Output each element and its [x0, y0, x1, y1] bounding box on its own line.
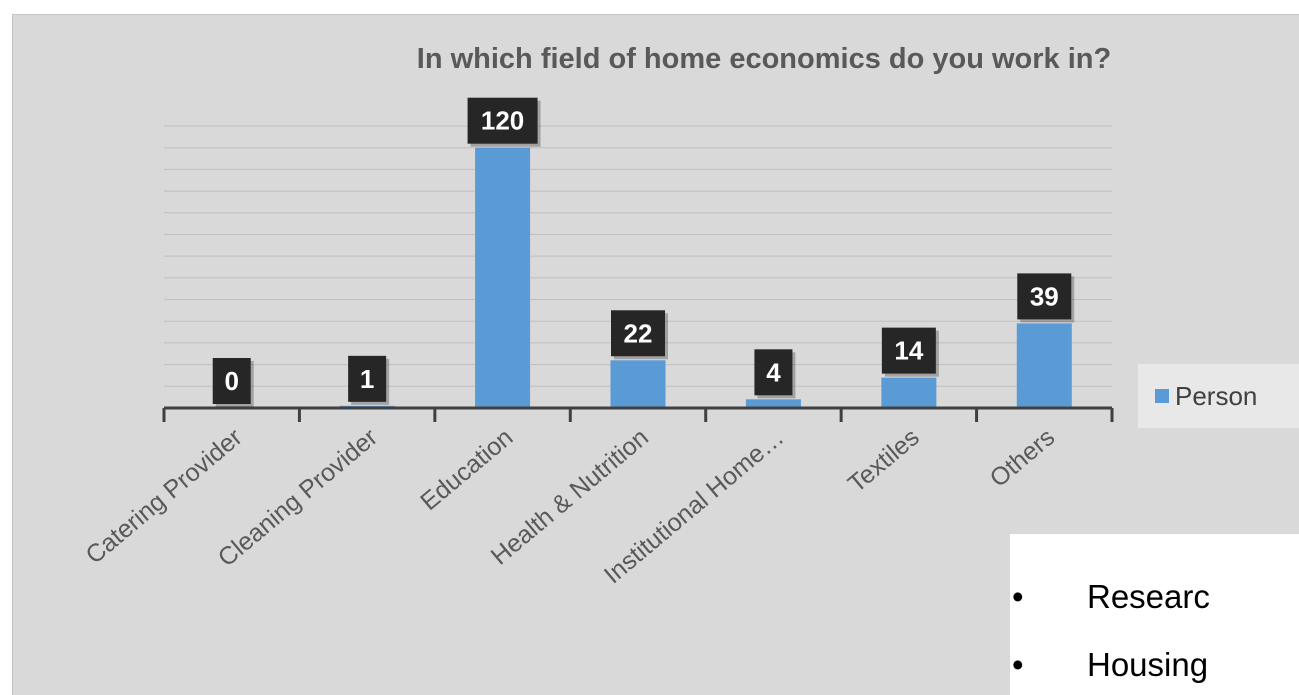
bar	[610, 360, 666, 408]
data-label-value: 120	[481, 106, 524, 136]
data-label: 4	[754, 349, 796, 399]
bar	[745, 399, 801, 408]
x-tick-label: Others	[985, 423, 1060, 493]
data-label-box	[467, 97, 538, 144]
data-label-box	[611, 310, 665, 357]
data-label-value: 22	[624, 318, 653, 348]
bar	[881, 377, 937, 408]
data-label-value: 1	[360, 364, 374, 394]
bars	[339, 147, 1072, 408]
x-tick-label: Education	[415, 423, 518, 516]
data-label-box	[754, 349, 793, 396]
data-label: 14	[881, 327, 939, 377]
chart-title: In which field of home economics do you …	[417, 43, 1111, 75]
data-label: 39	[1017, 273, 1075, 323]
x-axis	[162, 406, 1114, 422]
bar	[1016, 323, 1072, 408]
data-label: 22	[611, 310, 668, 360]
data-label: 120	[467, 97, 541, 147]
bullet-dot: •	[1012, 578, 1024, 615]
data-label-value: 4	[766, 357, 781, 387]
legend-swatch	[1155, 389, 1169, 403]
bullet-text: Housing	[1087, 646, 1209, 683]
data-label-box	[881, 327, 936, 374]
data-label-box	[1017, 273, 1072, 320]
data-label-value: 14	[894, 336, 923, 366]
data-label-box	[212, 358, 251, 404]
data-label: 1	[348, 355, 390, 405]
bullet-dot: •	[1012, 646, 1024, 683]
bullet-list: • Researc • Housing	[1010, 534, 1299, 695]
data-label: 0	[212, 358, 254, 407]
legend: Person	[1138, 364, 1299, 428]
data-label-value: 39	[1030, 281, 1059, 311]
bar	[475, 147, 531, 408]
data-label-box	[348, 355, 387, 402]
data-label-value: 0	[224, 366, 238, 396]
x-tick-label: Textiles	[843, 423, 925, 498]
data-labels: 0 1 120 22 4 14 39	[212, 97, 1075, 407]
bullet-text: Researc	[1087, 578, 1210, 615]
legend-label: Person	[1175, 380, 1258, 411]
